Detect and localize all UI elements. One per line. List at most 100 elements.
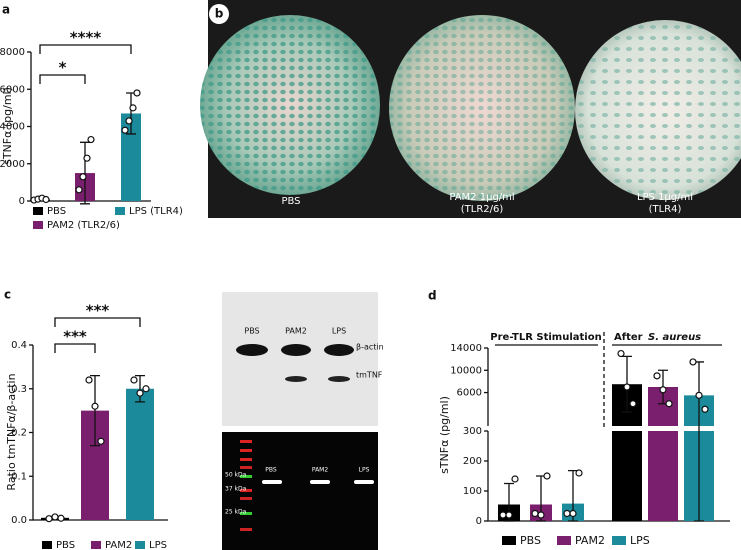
data-point <box>83 154 91 162</box>
data-point <box>79 173 87 181</box>
band <box>328 376 350 382</box>
legend-swatch <box>91 541 101 549</box>
y-axis-label: sTNFα (pg/ml) <box>1 87 14 165</box>
y-tick-label: 6000 <box>457 388 482 399</box>
caption: LPS 1μg/ml <box>637 192 693 203</box>
legend-label: PBS <box>56 540 75 550</box>
y-tick-label: 10000 <box>450 365 482 376</box>
data-point <box>499 511 507 519</box>
ladder <box>240 440 252 531</box>
data-point <box>129 104 137 112</box>
legend-label: LPS (TLR4) <box>129 206 183 217</box>
data-point <box>511 475 519 483</box>
band <box>310 480 330 484</box>
error-bar <box>80 141 90 205</box>
band <box>285 376 307 382</box>
data-point <box>130 376 138 384</box>
significance-label: *** <box>63 328 87 346</box>
data-point <box>51 513 59 521</box>
lane-label: PBS <box>244 327 259 336</box>
data-point <box>623 383 631 391</box>
group-label: S. aureus <box>648 332 701 343</box>
data-point <box>142 385 150 393</box>
y-tick-label: 0.4 <box>11 340 27 351</box>
legend-swatch <box>33 207 43 215</box>
y-tick-label: 0 <box>19 196 25 207</box>
band <box>354 480 374 484</box>
legend-label: PBS <box>47 206 66 217</box>
legend-label: LPS <box>149 540 167 550</box>
band-label: tmTNF <box>356 371 383 380</box>
data-point <box>121 126 129 134</box>
legend-label: PAM2 <box>575 534 605 547</box>
caption: PBS <box>281 196 300 207</box>
group-label: Pre-TLR Stimulation <box>490 332 601 343</box>
y-tick-label: 6000 <box>0 84 25 95</box>
legend-swatch <box>502 536 516 545</box>
data-point <box>85 376 93 384</box>
significance-label: *** <box>86 302 110 320</box>
legend-swatch <box>135 541 145 549</box>
data-point <box>629 400 637 408</box>
y-tick-label: 300 <box>463 426 482 437</box>
lane-label: LPS <box>359 467 370 474</box>
y-tick-label: 8000 <box>0 47 25 58</box>
y-tick-label: 100 <box>463 486 482 497</box>
bar <box>648 431 678 521</box>
blot <box>222 292 378 426</box>
significance-bracket <box>54 317 141 327</box>
y-tick-label: 4000 <box>0 122 25 133</box>
panel-badge <box>209 4 229 24</box>
data-point <box>543 472 551 480</box>
panel-label: d <box>428 289 437 303</box>
significance-bracket <box>39 44 132 54</box>
y-tick-label: 0.1 <box>11 471 27 482</box>
data-point <box>531 509 539 518</box>
data-point <box>695 391 703 399</box>
data-point <box>665 400 673 408</box>
bar <box>126 388 154 520</box>
data-point <box>125 117 133 125</box>
band <box>236 344 268 356</box>
y-tick-label: 200 <box>463 456 482 467</box>
data-point <box>569 509 577 518</box>
band-label: β-actin <box>356 343 384 352</box>
y-tick-label: 0.2 <box>11 428 27 439</box>
data-point <box>45 515 53 523</box>
legend-label: PAM2 <box>105 540 132 550</box>
data-point <box>689 358 697 366</box>
legend-swatch <box>42 541 52 549</box>
ladder-label: 25 kDa <box>225 509 247 516</box>
panel-label: b <box>215 7 224 21</box>
legend-swatch <box>612 536 626 545</box>
data-point <box>653 372 661 380</box>
lane-label: LPS <box>332 327 346 336</box>
data-point <box>505 511 513 519</box>
data-point <box>617 349 625 358</box>
y-axis-label: Ratio tmTNFα/β-actin <box>5 373 18 490</box>
legend-label: PBS <box>520 534 541 547</box>
data-point <box>87 135 95 144</box>
ladder-label: 50 kDa <box>225 472 247 479</box>
band <box>324 344 354 356</box>
bar <box>121 113 141 201</box>
data-point <box>97 437 105 445</box>
y-tick-label: 14000 <box>450 343 482 354</box>
data-point <box>659 386 667 394</box>
group-label: After <box>614 332 643 343</box>
legend-swatch <box>33 221 43 229</box>
lane-label: PBS <box>265 467 277 474</box>
data-point <box>75 186 83 194</box>
data-point <box>537 511 545 519</box>
caption: PAM2 1μg/ml <box>449 192 514 203</box>
bar <box>612 431 642 521</box>
panel-label: a <box>2 3 10 17</box>
data-point <box>563 509 571 518</box>
y-tick-label: 0.0 <box>11 515 27 526</box>
significance-label: **** <box>70 29 102 47</box>
data-point <box>91 402 99 410</box>
legend-label: LPS <box>630 534 650 547</box>
significance-bracket <box>39 74 86 84</box>
micrograph-cells <box>200 15 380 195</box>
